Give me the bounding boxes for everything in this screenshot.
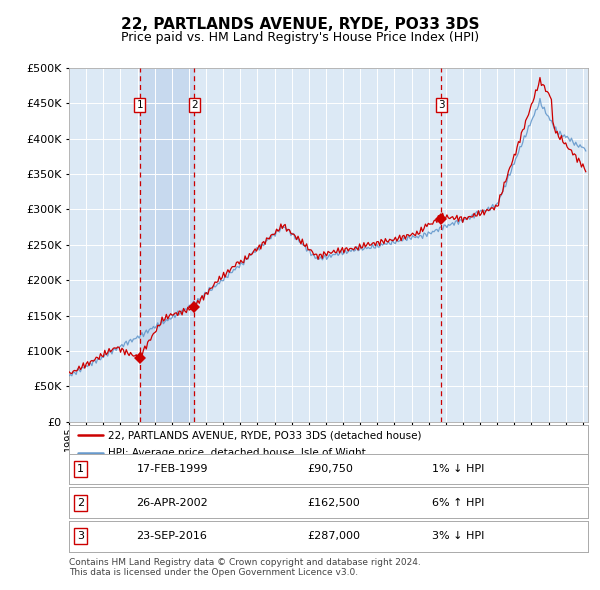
Text: 1% ↓ HPI: 1% ↓ HPI — [432, 464, 485, 474]
Text: 3: 3 — [438, 100, 445, 110]
Text: 3: 3 — [77, 532, 84, 541]
Text: £287,000: £287,000 — [308, 532, 361, 541]
Text: 3% ↓ HPI: 3% ↓ HPI — [432, 532, 485, 541]
Bar — [140, 68, 194, 422]
Text: 6% ↑ HPI: 6% ↑ HPI — [432, 498, 485, 507]
Text: 1: 1 — [77, 464, 84, 474]
Text: 2: 2 — [77, 498, 84, 507]
Text: 23-SEP-2016: 23-SEP-2016 — [136, 532, 208, 541]
Text: 17-FEB-1999: 17-FEB-1999 — [136, 464, 208, 474]
Text: Contains HM Land Registry data © Crown copyright and database right 2024.
This d: Contains HM Land Registry data © Crown c… — [69, 558, 421, 577]
Text: £90,750: £90,750 — [308, 464, 353, 474]
Text: Price paid vs. HM Land Registry's House Price Index (HPI): Price paid vs. HM Land Registry's House … — [121, 31, 479, 44]
Text: 1: 1 — [136, 100, 143, 110]
Text: 22, PARTLANDS AVENUE, RYDE, PO33 3DS (detached house): 22, PARTLANDS AVENUE, RYDE, PO33 3DS (de… — [108, 430, 421, 440]
Text: 2: 2 — [191, 100, 197, 110]
Text: 26-APR-2002: 26-APR-2002 — [136, 498, 208, 507]
Text: 22, PARTLANDS AVENUE, RYDE, PO33 3DS: 22, PARTLANDS AVENUE, RYDE, PO33 3DS — [121, 17, 479, 32]
Text: HPI: Average price, detached house, Isle of Wight: HPI: Average price, detached house, Isle… — [108, 448, 365, 458]
Text: £162,500: £162,500 — [308, 498, 361, 507]
